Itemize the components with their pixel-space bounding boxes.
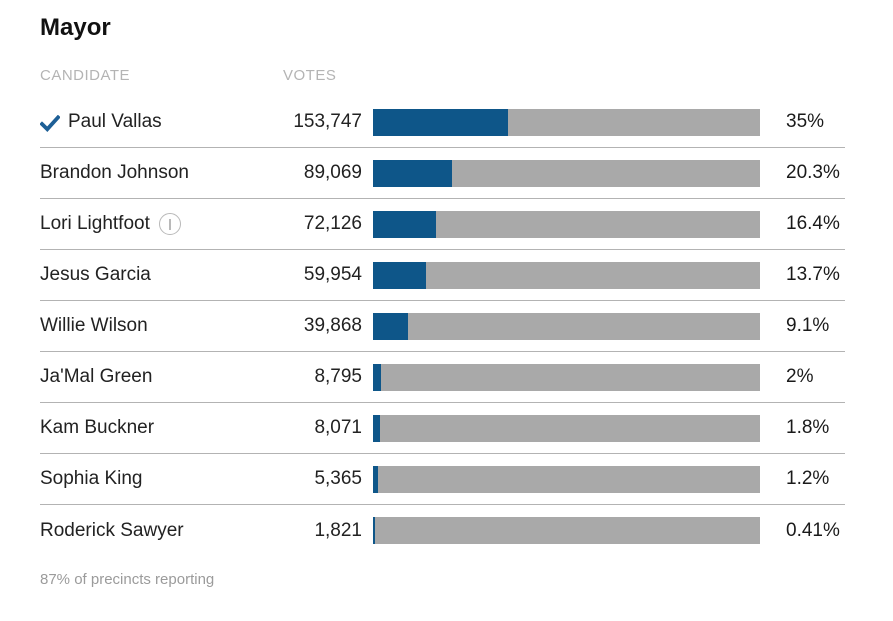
candidate-name: Kam Buckner [40, 417, 155, 438]
candidate-votes: 8,795 [314, 366, 362, 387]
precincts-reporting-note: 87% of precincts reporting [40, 571, 215, 588]
candidate-percent: 9.1% [786, 315, 830, 336]
candidate-row: Willie Wilson 39,868 9.1% [40, 301, 845, 352]
candidate-name-cell: Brandon Johnson [40, 162, 283, 184]
candidate-votes: 72,126 [303, 213, 362, 234]
candidate-name: Ja'Mal Green [40, 366, 153, 387]
bar-fill [373, 465, 378, 493]
bar-fill [373, 210, 437, 238]
vote-share-bar-cell [362, 108, 773, 136]
candidate-name-cell: Kam Buckner [40, 417, 283, 439]
vote-share-bar-cell [362, 312, 773, 340]
candidate-name-cell: Sophia King [40, 468, 283, 490]
candidate-name-cell: Paul Vallas [40, 111, 283, 133]
candidate-row: Jesus Garcia 59,954 13.7% [40, 250, 845, 301]
candidate-row: Paul Vallas 153,747 35% [40, 97, 845, 148]
candidate-name: Willie Wilson [40, 315, 148, 336]
candidate-name: Brandon Johnson [40, 162, 189, 183]
candidate-percent: 13.7% [786, 264, 840, 285]
candidate-name-cell: Ja'Mal Green [40, 366, 283, 388]
candidate-percent: 35% [786, 111, 825, 132]
incumbent-icon[interactable] [158, 213, 181, 235]
candidate-row: Lori Lightfoot 72,126 16.4% [40, 199, 845, 250]
bar-track [373, 363, 760, 391]
bar-fill [373, 108, 509, 136]
candidate-name: Jesus Garcia [40, 264, 151, 285]
candidate-name-cell: Lori Lightfoot [40, 213, 283, 235]
candidate-row: Sophia King 5,365 1.2% [40, 454, 845, 505]
candidate-percent: 0.41% [786, 519, 840, 541]
page-title: Mayor [40, 14, 111, 41]
candidate-percent: 2% [786, 366, 814, 387]
candidate-name: Lori Lightfoot [40, 213, 150, 234]
candidate-name-cell: Jesus Garcia [40, 264, 283, 286]
election-results-widget: Mayor CANDIDATE VOTES Paul Vallas 153,74… [40, 14, 845, 588]
candidate-votes: 153,747 [293, 111, 362, 132]
candidate-row: Roderick Sawyer 1,821 0.41% [40, 505, 845, 556]
candidate-votes: 89,069 [303, 162, 362, 183]
candidate-name: Sophia King [40, 468, 143, 489]
candidate-votes: 59,954 [303, 264, 362, 285]
column-header-candidate: CANDIDATE [40, 67, 131, 84]
bar-fill [373, 312, 409, 340]
candidate-name: Paul Vallas [68, 111, 162, 132]
bar-track [373, 465, 760, 493]
candidate-name-cell: Roderick Sawyer [40, 520, 283, 542]
bar-fill [373, 414, 380, 442]
vote-share-bar-cell [362, 363, 773, 391]
table-header: CANDIDATE VOTES [40, 67, 845, 84]
bar-fill [373, 363, 381, 391]
bar-fill [373, 517, 375, 544]
vote-share-bar-cell [362, 261, 773, 289]
candidate-votes: 5,365 [314, 468, 362, 489]
vote-share-bar-cell [362, 517, 773, 544]
column-header-votes: VOTES [283, 67, 337, 84]
candidate-name-cell: Willie Wilson [40, 315, 283, 337]
candidate-row: Brandon Johnson 89,069 20.3% [40, 148, 845, 199]
vote-share-bar-cell [362, 159, 773, 187]
bar-track [373, 159, 760, 187]
candidate-percent: 1.2% [786, 468, 830, 489]
vote-share-bar-cell [362, 210, 773, 238]
bar-fill [373, 159, 452, 187]
candidate-percent: 1.8% [786, 417, 830, 438]
incumbent-i-glyph [168, 218, 171, 230]
candidate-votes: 39,868 [303, 315, 362, 336]
results-rows: Paul Vallas 153,747 35% Brandon Johnson … [40, 97, 845, 556]
candidate-row: Kam Buckner 8,071 1.8% [40, 403, 845, 454]
vote-share-bar-cell [362, 414, 773, 442]
bar-track [373, 261, 760, 289]
candidate-row: Ja'Mal Green 8,795 2% [40, 352, 845, 403]
bar-track [373, 108, 760, 136]
bar-track [373, 210, 760, 238]
candidate-name: Roderick Sawyer [40, 519, 184, 541]
candidate-percent: 16.4% [786, 213, 840, 234]
candidate-percent: 20.3% [786, 162, 840, 183]
bar-fill [373, 261, 427, 289]
bar-track [373, 517, 760, 544]
bar-track [373, 414, 760, 442]
vote-share-bar-cell [362, 465, 773, 493]
candidate-votes: 8,071 [314, 417, 362, 438]
candidate-votes: 1,821 [314, 519, 362, 541]
winner-check-icon [40, 114, 60, 132]
bar-track [373, 312, 760, 340]
